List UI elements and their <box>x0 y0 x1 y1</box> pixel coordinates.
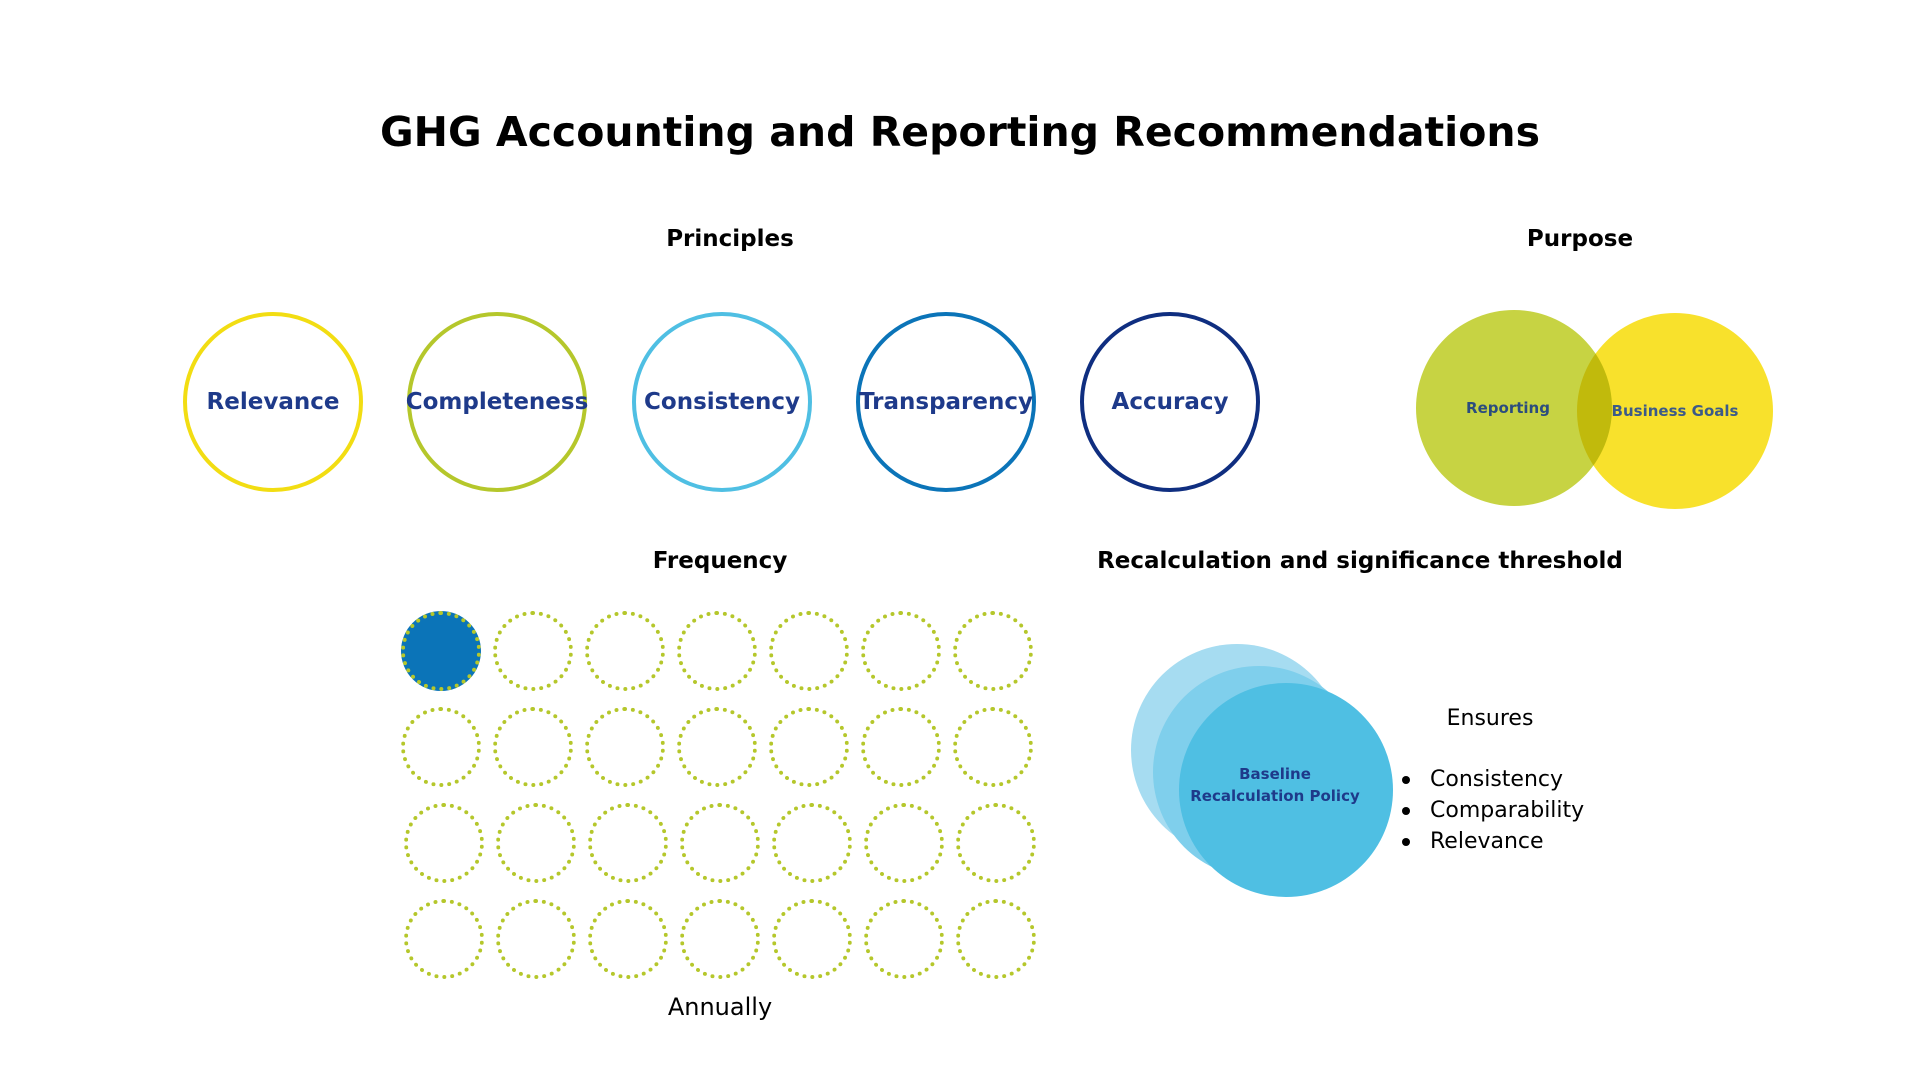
list-item-label: Comparability <box>1430 798 1585 823</box>
frequency-cell <box>404 803 484 883</box>
principle-label: Completeness <box>405 389 589 415</box>
frequency-cell <box>493 707 573 787</box>
frequency-cell <box>953 707 1033 787</box>
recalculation-heading: Recalculation and significance threshold <box>1097 548 1623 574</box>
principle-circle-accuracy: Accuracy <box>1080 312 1260 492</box>
principles-heading: Principles <box>666 226 794 252</box>
frequency-cell <box>585 707 665 787</box>
list-item: Comparability <box>1402 795 1584 826</box>
frequency-cell <box>680 899 760 979</box>
principle-label: Consistency <box>644 389 800 415</box>
bullet-icon <box>1402 838 1410 846</box>
label-line-1: Baseline <box>1239 765 1311 783</box>
baseline-recalculation-label: Baseline Recalculation Policy <box>1170 763 1380 807</box>
frequency-caption: Annually <box>667 993 773 1021</box>
bullet-icon <box>1402 776 1410 784</box>
frequency-cell <box>493 611 573 691</box>
frequency-cell <box>401 707 481 787</box>
purpose-heading: Purpose <box>1526 226 1634 252</box>
ensures-list: Consistency Comparability Relevance <box>1402 764 1584 857</box>
frequency-cell <box>769 611 849 691</box>
frequency-cell <box>677 707 757 787</box>
list-item: Relevance <box>1402 826 1584 857</box>
ensures-heading: Ensures <box>1446 706 1534 731</box>
principle-label: Relevance <box>206 389 340 415</box>
frequency-cell <box>496 803 576 883</box>
frequency-cell <box>772 899 852 979</box>
principle-circle-transparency: Transparency <box>856 312 1036 492</box>
principle-label: Transparency <box>858 389 1034 415</box>
principle-circle-consistency: Consistency <box>632 312 812 492</box>
frequency-cell <box>585 611 665 691</box>
frequency-heading: Frequency <box>652 548 788 574</box>
frequency-grid <box>401 611 1041 981</box>
principle-circle-completeness: Completeness <box>405 312 589 492</box>
frequency-cell <box>496 899 576 979</box>
frequency-cell <box>861 707 941 787</box>
frequency-cell <box>769 707 849 787</box>
frequency-cell <box>677 611 757 691</box>
principle-circle-relevance: Relevance <box>183 312 363 492</box>
list-item: Consistency <box>1402 764 1584 795</box>
list-item-label: Consistency <box>1430 767 1564 792</box>
frequency-cell <box>956 899 1036 979</box>
frequency-cell <box>588 899 668 979</box>
principle-label: Accuracy <box>1111 389 1229 415</box>
venn-label-reporting: Reporting <box>1466 399 1550 417</box>
label-line-2: Recalculation Policy <box>1190 787 1360 805</box>
frequency-cell <box>772 803 852 883</box>
frequency-cell <box>680 803 760 883</box>
frequency-cell <box>588 803 668 883</box>
frequency-cell <box>864 803 944 883</box>
frequency-cell <box>956 803 1036 883</box>
venn-label-business-goals: Business Goals <box>1611 402 1739 420</box>
venn-circle-business-goals: Business Goals <box>1577 313 1773 509</box>
list-item-label: Relevance <box>1430 829 1544 854</box>
frequency-cell <box>401 611 481 691</box>
page-title: GHG Accounting and Reporting Recommendat… <box>379 108 1540 156</box>
frequency-cell <box>404 899 484 979</box>
stack-circle-front <box>1179 683 1393 897</box>
frequency-cell <box>953 611 1033 691</box>
bullet-icon <box>1402 807 1410 815</box>
frequency-cell <box>864 899 944 979</box>
frequency-cell <box>861 611 941 691</box>
